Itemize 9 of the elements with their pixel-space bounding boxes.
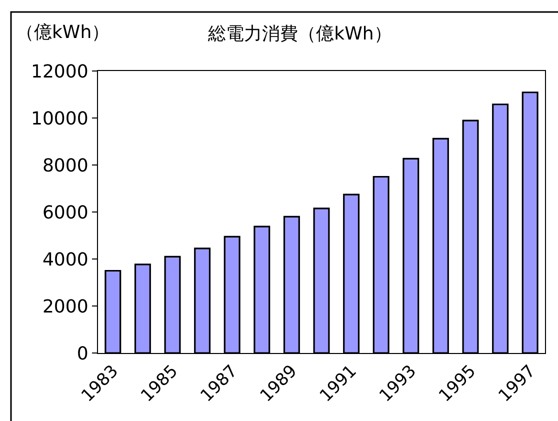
y-axis-title: （億kWh）: [16, 22, 110, 43]
y-tick-label: 10000: [31, 108, 88, 130]
y-tick-label: 6000: [42, 202, 88, 224]
y-tick-label: 4000: [42, 249, 88, 270]
y-tick-label: 12000: [31, 61, 88, 82]
y-tick-label: 2000: [42, 296, 88, 318]
chart-title: 総電力消費（億kWh）: [207, 23, 392, 44]
y-tick-label: 0: [76, 343, 88, 364]
y-tick-label: 8000: [42, 155, 88, 176]
